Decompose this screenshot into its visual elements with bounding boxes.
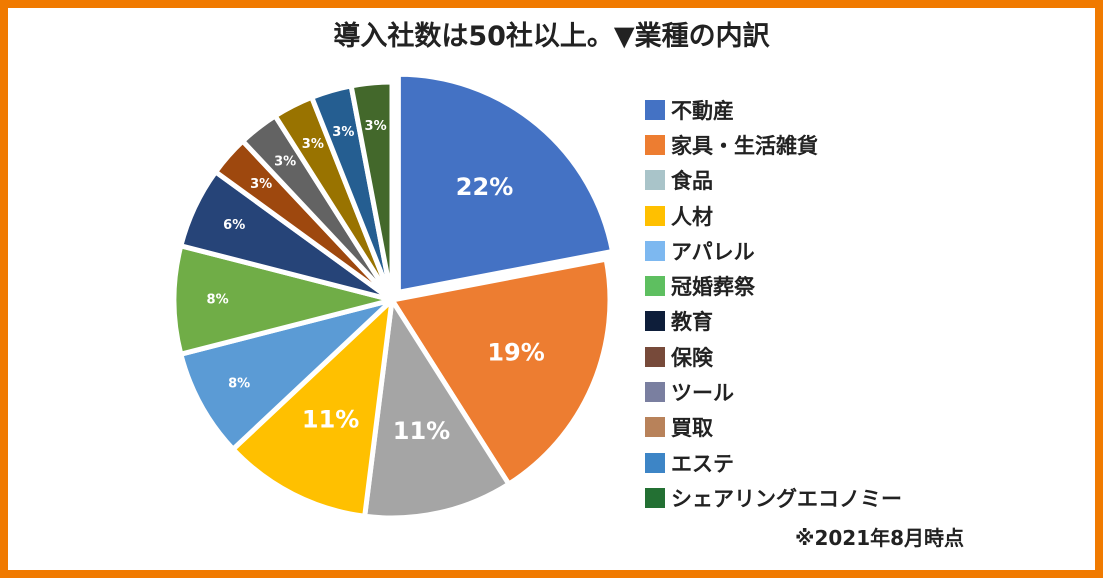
data-label: 3% xyxy=(365,119,387,134)
legend: 不動産家具・生活雑貨 食品人材アパレル冠婚葬祭教育保険ツール買取エステシェアリング… xyxy=(645,92,902,516)
data-label: 8% xyxy=(207,293,229,308)
data-label: 3% xyxy=(332,125,354,140)
legend-item: シェアリングエコノミー xyxy=(645,480,902,515)
data-label: 19% xyxy=(487,339,544,367)
legend-item: 不動産 xyxy=(645,92,902,127)
legend-item: ツール xyxy=(645,374,902,409)
chart-title: 導入社数は50社以上。▼業種の内訳 xyxy=(333,21,770,52)
legend-label: 買取 xyxy=(671,416,713,441)
legend-item: 冠婚葬祭 xyxy=(645,268,902,303)
legend-swatch xyxy=(645,205,665,226)
legend-label: 人材 xyxy=(671,204,713,229)
legend-label: 保険 xyxy=(671,345,713,370)
legend-label: 食品 xyxy=(671,169,713,194)
legend-item: 人材 xyxy=(645,198,902,233)
data-label: 3% xyxy=(274,155,296,170)
data-label: 3% xyxy=(250,177,272,192)
data-label: 3% xyxy=(302,137,324,152)
legend-swatch xyxy=(645,99,665,120)
data-label: 6% xyxy=(223,218,245,233)
legend-item: 買取 xyxy=(645,410,902,445)
legend-swatch xyxy=(645,346,665,367)
legend-swatch xyxy=(645,134,665,155)
pie-slice-2 xyxy=(387,256,613,488)
pie-slice-1 xyxy=(395,71,616,296)
legend-label: 冠婚葬祭 xyxy=(671,275,755,300)
data-label: 22% xyxy=(456,173,513,201)
pie-slice-3 xyxy=(361,292,513,521)
legend-swatch xyxy=(645,276,665,297)
legend-swatch xyxy=(645,382,665,403)
legend-label: 不動産 xyxy=(671,98,734,123)
legend-item: 保険 xyxy=(645,339,902,374)
data-label: 11% xyxy=(393,417,450,445)
footnote: ※2021年8月時点 xyxy=(795,526,965,550)
legend-label: 教育 xyxy=(671,310,713,335)
legend-swatch xyxy=(645,452,665,473)
legend-item: 食品 xyxy=(645,163,902,198)
legend-swatch xyxy=(645,487,665,508)
legend-label: ツール xyxy=(671,381,734,406)
legend-swatch xyxy=(645,240,665,261)
legend-swatch xyxy=(645,417,665,438)
legend-swatch xyxy=(645,311,665,332)
legend-label: シェアリングエコノミー xyxy=(671,486,902,511)
legend-item: 教育 xyxy=(645,304,902,339)
legend-item: エステ xyxy=(645,445,902,480)
pie-slice-4 xyxy=(229,293,396,520)
legend-item: 家具・生活雑貨 xyxy=(645,127,902,162)
pie-slice-12 xyxy=(348,79,395,301)
legend-label: 家具・生活雑貨 xyxy=(671,133,818,158)
data-label: 11% xyxy=(302,405,359,433)
legend-label: アパレル xyxy=(671,239,755,264)
data-label: 8% xyxy=(228,377,250,392)
legend-item: アパレル xyxy=(645,233,902,268)
legend-label: エステ xyxy=(671,451,734,476)
legend-swatch xyxy=(645,170,665,191)
